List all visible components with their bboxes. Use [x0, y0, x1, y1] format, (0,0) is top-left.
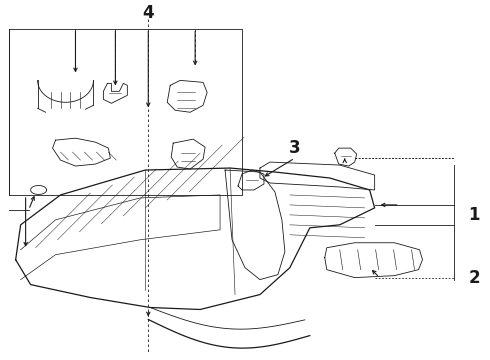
Text: 4: 4 [143, 4, 154, 22]
Text: 3: 3 [289, 139, 301, 157]
Text: 2: 2 [468, 269, 480, 287]
Text: 1: 1 [468, 206, 480, 224]
